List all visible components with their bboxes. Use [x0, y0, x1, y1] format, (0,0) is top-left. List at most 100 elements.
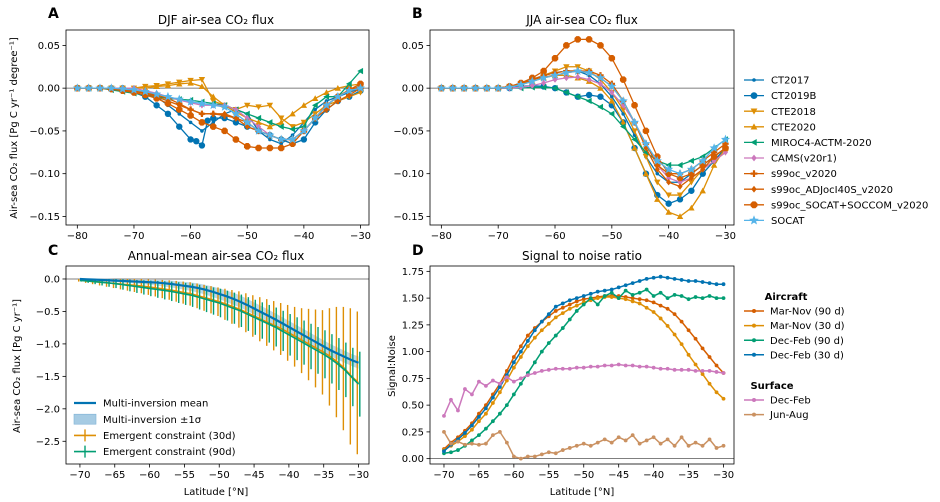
legend-item: Mar-Nov (90 d) [744, 307, 845, 318]
point-marker [470, 392, 474, 397]
panel-d-letter: D [412, 243, 424, 259]
point-marker [623, 438, 628, 443]
star-marker [344, 85, 354, 95]
point-marker [463, 431, 467, 435]
diamond-marker [563, 74, 569, 82]
point-marker [602, 363, 607, 368]
star-marker [539, 73, 549, 82]
point-marker [623, 283, 628, 288]
point-marker [721, 371, 726, 375]
legend-panel-c: Multi-inversion mean Multi-inversion ±1σ E… [73, 399, 236, 458]
point-marker [177, 112, 182, 116]
star-marker [709, 143, 719, 152]
y-tick-label: 1.50 [402, 294, 424, 305]
series-cte2018 [74, 77, 364, 130]
plus-marker [750, 170, 758, 177]
diamond-marker [751, 154, 757, 162]
legend-patch [73, 413, 97, 425]
legend-item: CT2017 [744, 76, 810, 87]
point-marker [651, 310, 656, 314]
point-marker [630, 296, 635, 301]
circle-marker [198, 142, 206, 149]
octagon-marker [574, 36, 581, 43]
star-marker [242, 117, 252, 127]
triangle-down-marker [676, 192, 684, 199]
star-marker [595, 73, 606, 82]
panel-b-letter: B [412, 6, 423, 22]
point-marker [686, 443, 691, 448]
point-marker [539, 328, 544, 333]
point-marker [700, 368, 705, 373]
triangle-down-marker [750, 108, 758, 115]
point-marker [470, 438, 474, 443]
point-marker [651, 275, 656, 280]
diamond-marker [609, 89, 615, 96]
legend-item: s99oc_v2020 [744, 169, 837, 180]
x-tick-label: −60 [180, 231, 201, 242]
triangle-up-marker [608, 97, 616, 104]
y-tick-label: −2.0 [36, 404, 60, 415]
y-tick-label: −0.05 [29, 126, 60, 137]
x-tick-label: −45 [244, 470, 265, 481]
triangle-left-marker [311, 102, 318, 109]
triangle-left-marker [289, 126, 296, 133]
star-marker [448, 83, 458, 93]
point-marker [752, 78, 756, 82]
legend-label: Jun-Aug [769, 410, 809, 421]
triangle-up-marker [597, 84, 604, 91]
triangle-down-marker [198, 77, 206, 83]
point-marker [637, 279, 642, 283]
star-marker [436, 83, 446, 93]
triangle-up-marker [266, 123, 274, 130]
circle-marker [750, 92, 758, 99]
point-marker [686, 279, 691, 283]
point-marker [623, 288, 628, 293]
point-marker [268, 137, 272, 142]
triangle-up-marker [176, 80, 183, 87]
point-marker [511, 355, 516, 359]
x-tick-label: −80 [431, 231, 452, 242]
point-marker [546, 321, 551, 326]
panel-d-plot: −70 −65 −60 −55 −50 −45 −40 −35 −30 0.00 0.25 0.50 0… [402, 265, 735, 481]
point-marker [504, 368, 509, 373]
point-marker [637, 441, 642, 446]
point-marker [672, 292, 677, 297]
point-marker [463, 387, 467, 391]
y-tick-label: 0.00 [38, 84, 60, 95]
diamond-marker [541, 79, 547, 87]
legend-label: Emergent constraint (30d) [103, 431, 236, 442]
x-tick-label: −35 [313, 470, 334, 481]
panel-c-ylabel: Air-sea CO₂ flux [Pg C yr⁻¹] [12, 299, 23, 433]
star-marker [749, 215, 759, 225]
point-marker [490, 395, 495, 400]
triangle-left-marker [551, 84, 558, 92]
point-marker [532, 328, 537, 333]
point-marker [470, 427, 474, 432]
point-marker [574, 365, 579, 370]
legend-label: s99oc_SOCAT+SOCCOM_v2020 [771, 200, 928, 211]
legend-item: CTE2018 [744, 107, 816, 118]
point-marker [686, 297, 691, 302]
point-marker [539, 319, 544, 324]
x-tick-label: −40 [658, 231, 679, 242]
point-marker [546, 367, 551, 372]
y-tick-label: −2.5 [36, 437, 60, 448]
point-marker [644, 276, 649, 281]
point-marker [679, 367, 684, 372]
point-marker [511, 454, 516, 459]
y-tick-label: −0.5 [36, 307, 60, 318]
legend-item: CT2019B [744, 91, 817, 102]
triangle-up-marker [300, 102, 308, 108]
point-marker [644, 364, 649, 369]
star-marker [265, 130, 275, 140]
point-marker [665, 366, 670, 371]
point-marker [714, 282, 719, 287]
panel-b-plot: −80 −70 −60 −50 −40 −30 −0.15 −0.10 −0.05 0.00 0.0… [393, 29, 736, 242]
point-marker [490, 378, 495, 383]
x-tick-label: −40 [293, 231, 314, 242]
circle-marker [153, 102, 160, 109]
point-marker [484, 441, 488, 446]
point-marker [567, 302, 572, 307]
point-marker [553, 315, 558, 320]
